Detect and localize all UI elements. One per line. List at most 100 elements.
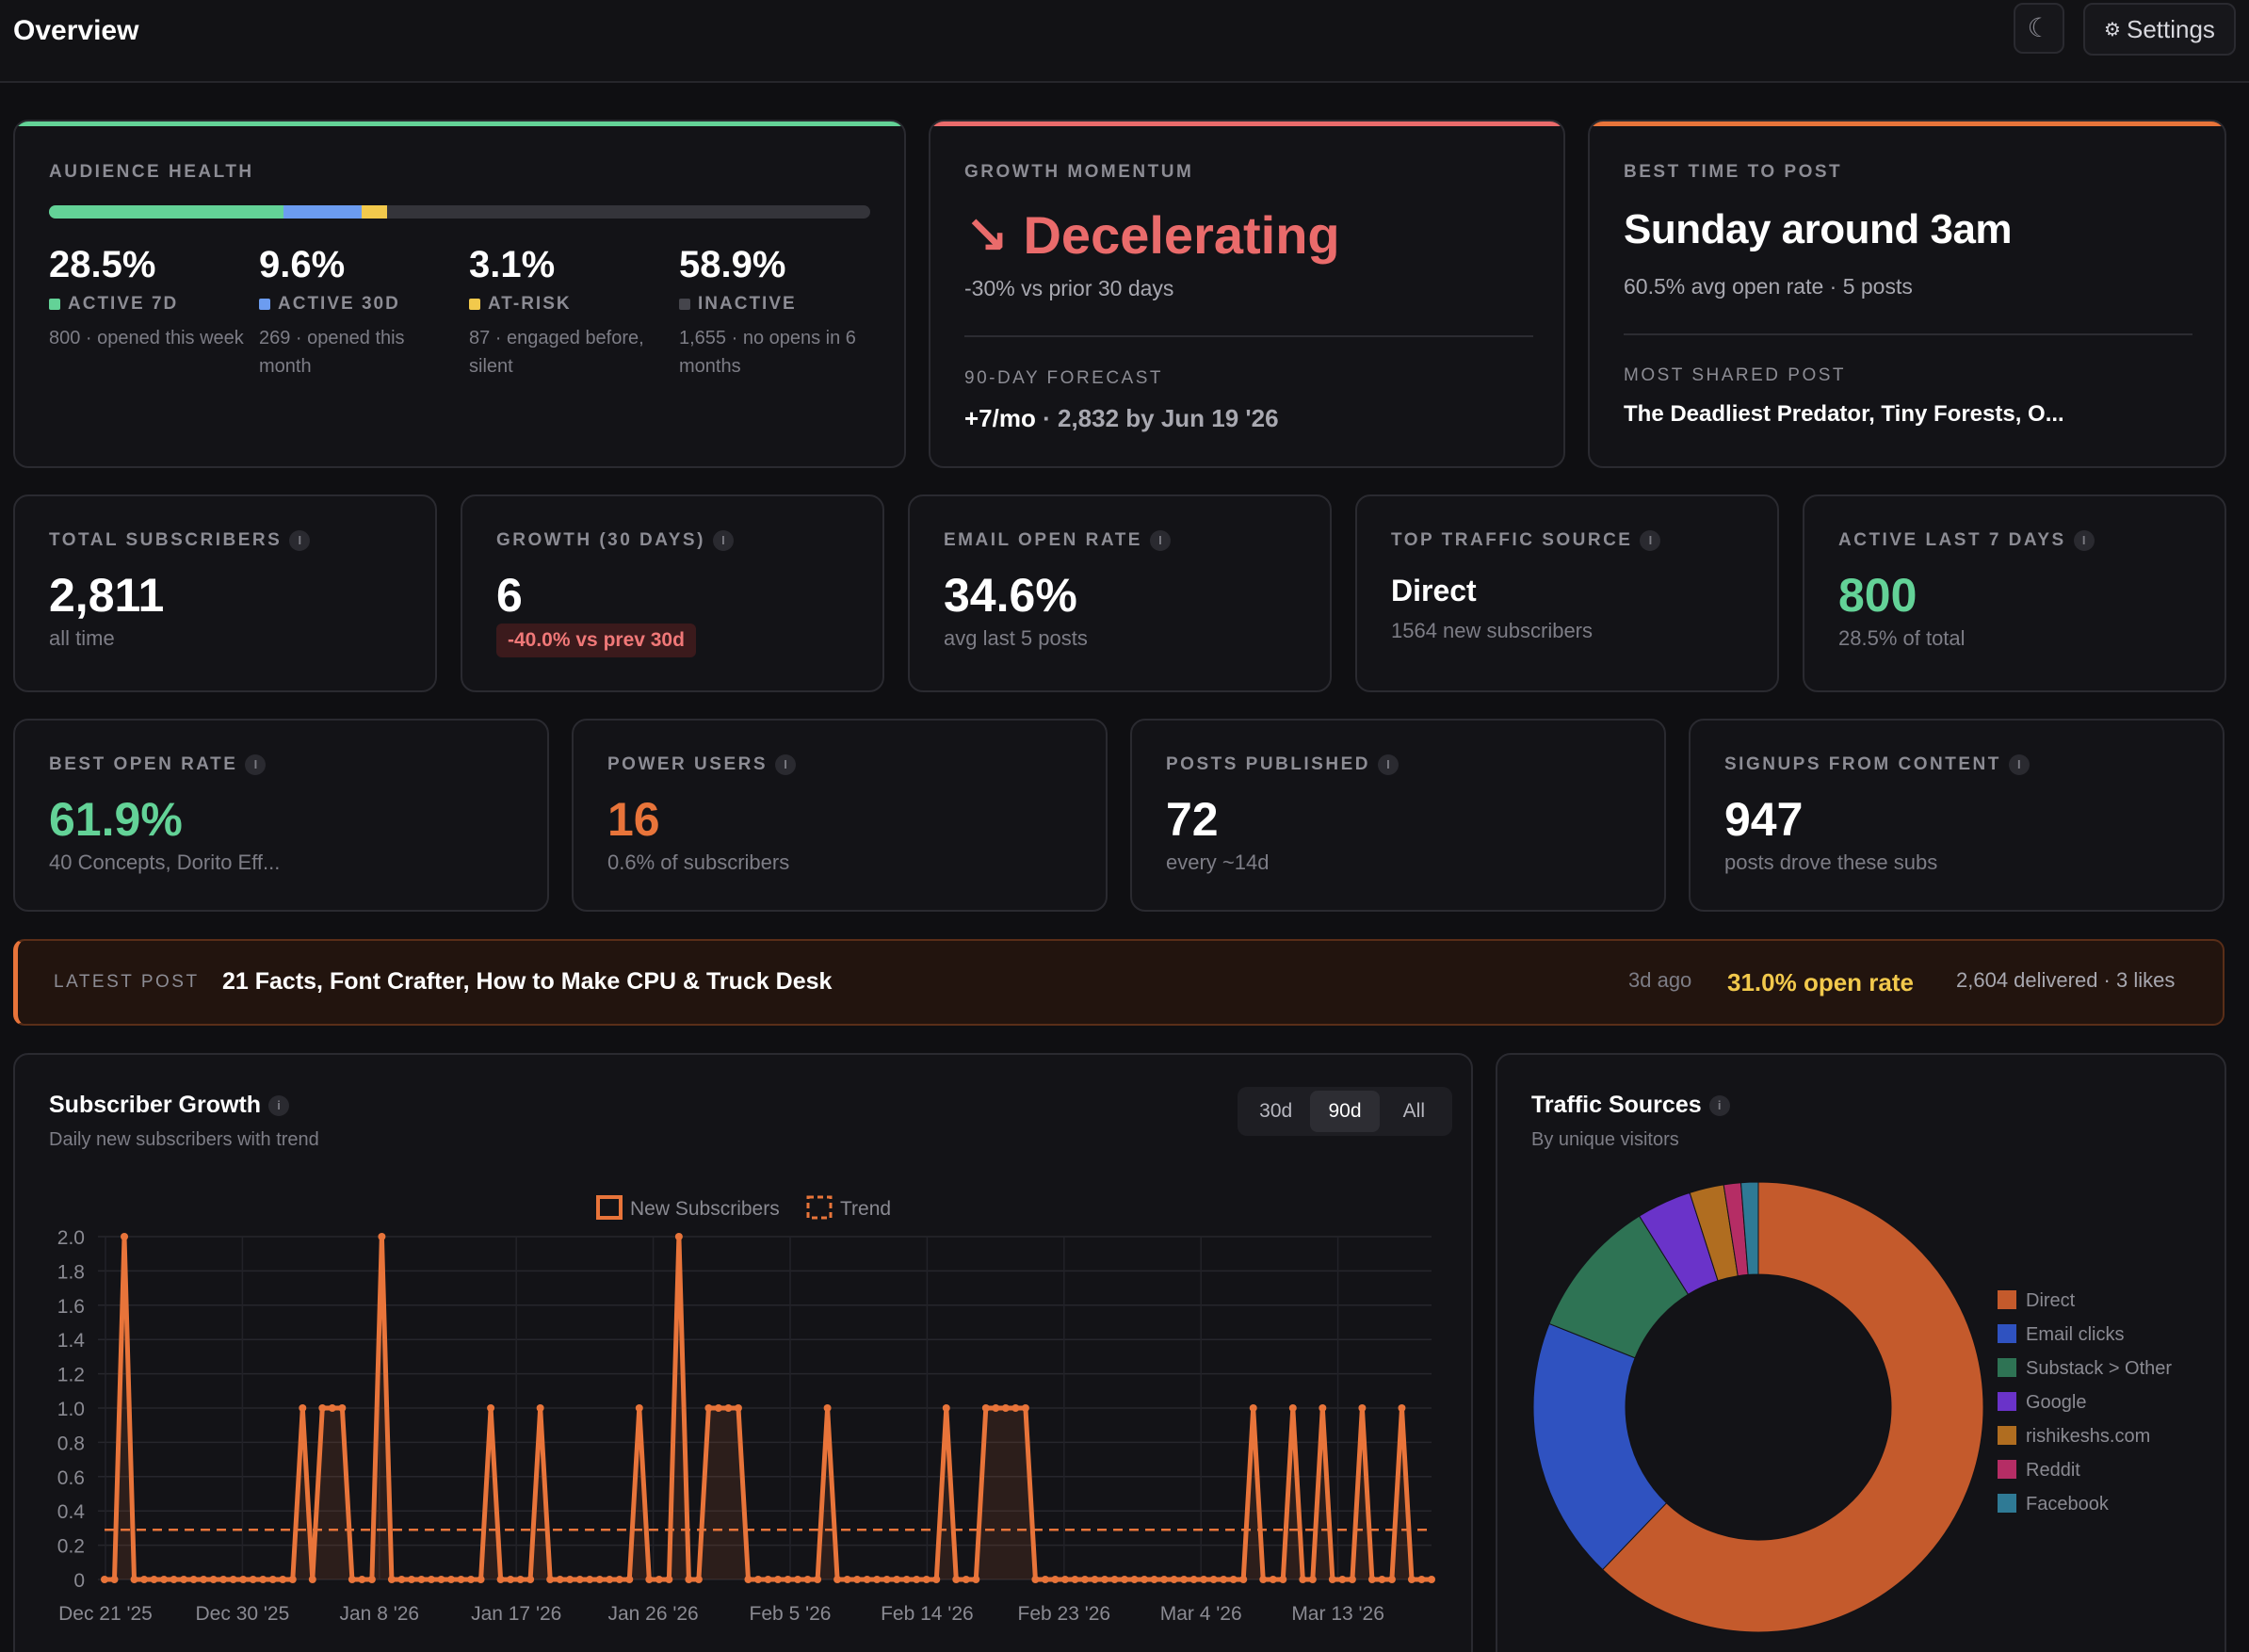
data-point[interactable] [1080, 1576, 1089, 1583]
data-point[interactable] [417, 1576, 426, 1583]
data-point[interactable] [962, 1576, 970, 1583]
data-point[interactable] [318, 1404, 327, 1412]
info-icon[interactable]: i [245, 754, 267, 775]
data-point[interactable] [387, 1576, 396, 1583]
data-point[interactable] [753, 1576, 762, 1583]
legend-item[interactable]: Direct [1998, 1290, 2076, 1311]
data-point[interactable] [942, 1404, 950, 1412]
data-point[interactable] [249, 1576, 257, 1583]
data-point[interactable] [1021, 1404, 1029, 1412]
data-point[interactable] [1209, 1576, 1218, 1583]
data-point[interactable] [1189, 1576, 1198, 1583]
legend-item[interactable]: rishikeshs.com [1998, 1426, 2150, 1447]
data-point[interactable] [1367, 1576, 1376, 1583]
data-point[interactable] [744, 1576, 752, 1583]
data-point[interactable] [981, 1404, 990, 1412]
theme-toggle-button[interactable]: ☾ [2014, 3, 2064, 54]
data-point[interactable] [784, 1576, 792, 1583]
data-point[interactable] [348, 1576, 356, 1583]
data-point[interactable] [229, 1576, 237, 1583]
most-shared-post[interactable]: The Deadliest Predator, Tiny Forests, O.… [1624, 401, 2064, 427]
pie-slice[interactable] [1601, 1181, 1984, 1633]
data-point[interactable] [902, 1576, 911, 1583]
pie-slice[interactable] [1532, 1322, 1668, 1571]
data-point[interactable] [1338, 1576, 1347, 1583]
latest-post-title[interactable]: 21 Facts, Font Crafter, How to Make CPU … [222, 968, 833, 995]
latest-post-banner[interactable]: LATEST POST 21 Facts, Font Crafter, How … [13, 939, 2225, 1026]
data-point[interactable] [1031, 1576, 1040, 1583]
data-point[interactable] [704, 1404, 713, 1412]
data-point[interactable] [268, 1576, 277, 1583]
data-point[interactable] [843, 1576, 851, 1583]
data-point[interactable] [536, 1404, 544, 1412]
data-point[interactable] [279, 1576, 287, 1583]
data-point[interactable] [556, 1576, 564, 1583]
data-point[interactable] [1220, 1576, 1228, 1583]
data-point[interactable] [507, 1576, 515, 1583]
data-point[interactable] [219, 1576, 228, 1583]
data-point[interactable] [367, 1576, 376, 1583]
data-point[interactable] [1319, 1404, 1327, 1412]
data-point[interactable] [893, 1576, 901, 1583]
data-point[interactable] [1328, 1576, 1336, 1583]
data-point[interactable] [526, 1576, 535, 1583]
data-point[interactable] [200, 1576, 208, 1583]
data-point[interactable] [1091, 1576, 1099, 1583]
data-point[interactable] [447, 1576, 456, 1583]
data-point[interactable] [487, 1404, 495, 1412]
data-point[interactable] [407, 1576, 415, 1583]
data-point[interactable] [180, 1576, 188, 1583]
data-point[interactable] [170, 1576, 178, 1583]
data-point[interactable] [1378, 1576, 1386, 1583]
data-point[interactable] [595, 1576, 604, 1583]
data-point[interactable] [1180, 1576, 1189, 1583]
data-point[interactable] [1200, 1576, 1208, 1583]
data-point[interactable] [1130, 1576, 1139, 1583]
data-point[interactable] [913, 1576, 921, 1583]
data-point[interactable] [358, 1576, 366, 1583]
data-point[interactable] [586, 1576, 594, 1583]
data-point[interactable] [1121, 1576, 1129, 1583]
data-point[interactable] [110, 1576, 119, 1583]
data-point[interactable] [1011, 1404, 1020, 1412]
range-all-button[interactable]: All [1402, 1100, 1425, 1122]
data-point[interactable] [1001, 1404, 1010, 1412]
data-point[interactable] [160, 1576, 169, 1583]
data-point[interactable] [922, 1576, 930, 1583]
data-point[interactable] [121, 1233, 129, 1240]
data-point[interactable] [814, 1576, 822, 1583]
data-point[interactable] [259, 1576, 267, 1583]
data-point[interactable] [1041, 1576, 1049, 1583]
data-point[interactable] [606, 1576, 614, 1583]
data-point[interactable] [724, 1404, 733, 1412]
data-point[interactable] [101, 1576, 108, 1583]
data-point[interactable] [1071, 1576, 1079, 1583]
pie-slice[interactable] [1739, 1181, 1759, 1275]
data-point[interactable] [655, 1576, 663, 1583]
data-point[interactable] [1348, 1576, 1356, 1583]
data-point[interactable] [932, 1576, 941, 1583]
data-point[interactable] [338, 1404, 347, 1412]
info-icon[interactable]: i [2073, 530, 2095, 551]
info-icon[interactable]: i [1377, 754, 1399, 775]
data-point[interactable] [882, 1576, 891, 1583]
data-point[interactable] [1249, 1404, 1257, 1412]
data-point[interactable] [457, 1576, 465, 1583]
data-point[interactable] [645, 1576, 654, 1583]
data-point[interactable] [1060, 1576, 1069, 1583]
data-point[interactable] [833, 1576, 842, 1583]
data-point[interactable] [863, 1576, 871, 1583]
data-point[interactable] [140, 1576, 149, 1583]
info-icon[interactable]: i [1708, 1095, 1730, 1117]
info-icon[interactable]: i [289, 530, 311, 551]
legend-label[interactable]: New Subscribers [630, 1198, 780, 1220]
data-point[interactable] [1398, 1404, 1406, 1412]
data-point[interactable] [635, 1404, 643, 1412]
legend-item[interactable]: Google [1998, 1392, 2087, 1413]
data-point[interactable] [774, 1576, 783, 1583]
data-point[interactable] [1279, 1576, 1287, 1583]
data-point[interactable] [546, 1576, 555, 1583]
info-icon[interactable]: i [712, 530, 734, 551]
data-point[interactable] [427, 1576, 435, 1583]
data-point[interactable] [209, 1576, 218, 1583]
